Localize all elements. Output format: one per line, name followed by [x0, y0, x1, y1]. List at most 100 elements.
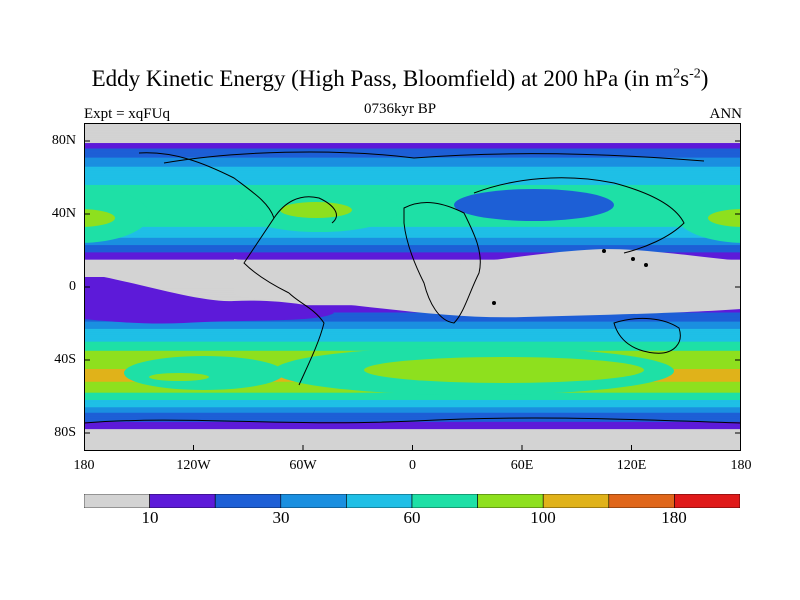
energy-band: [84, 177, 741, 181]
energy-band: [84, 226, 741, 230]
energy-band: [84, 126, 741, 130]
energy-band: [84, 248, 741, 252]
energy-band: [84, 266, 741, 270]
lon-tick-label: 120W: [176, 458, 211, 473]
energy-band: [84, 245, 741, 248]
energy-band: [84, 170, 741, 173]
energy-band: [84, 223, 741, 226]
energy-band: [84, 130, 741, 133]
north-pacific-max-wrap: [708, 209, 741, 227]
colorbar-swatch: [280, 494, 347, 508]
energy-band: [84, 150, 741, 153]
energy-band: [84, 137, 741, 140]
colorbar-label: 180: [661, 508, 687, 527]
energy-band: [84, 399, 741, 403]
energy-band: [84, 416, 741, 419]
energy-band: [84, 168, 741, 171]
energy-band: [84, 421, 741, 425]
chart-title: Eddy Kinetic Energy (High Pass, Bloomfie…: [91, 66, 709, 91]
energy-band: [84, 239, 741, 243]
energy-band: [84, 188, 741, 192]
colorbar-swatch: [411, 494, 478, 508]
energy-band: [84, 217, 741, 221]
lat-tick-label: 80N: [51, 133, 76, 148]
energy-band: [84, 432, 741, 436]
energy-band: [84, 339, 741, 343]
energy-band: [84, 155, 741, 159]
energy-band: [84, 441, 741, 445]
energy-band: [84, 179, 741, 182]
energy-band: [84, 409, 741, 412]
energy-band: [84, 430, 741, 434]
energy-band: [84, 234, 741, 237]
colorbar-swatch: [84, 494, 150, 508]
energy-band: [84, 410, 741, 414]
energy-band: [84, 343, 741, 346]
energy-band: [84, 172, 741, 175]
tropical-calm-zone: [234, 249, 741, 318]
energy-band: [84, 423, 741, 427]
energy-band: [84, 199, 741, 202]
energy-band: [84, 314, 741, 317]
energy-band: [84, 184, 741, 188]
energy-band: [84, 398, 741, 401]
storm-track-blobs: [84, 187, 741, 395]
energy-band: [84, 246, 741, 250]
energy-band: [84, 310, 741, 314]
energy-band: [84, 443, 741, 447]
energy-band: [84, 412, 741, 416]
lon-tick-label: 180: [730, 458, 752, 473]
north-pacific-track-wrap: [676, 187, 741, 243]
energy-band: [84, 174, 741, 177]
asia-weak-zone: [454, 189, 614, 221]
energy-band: [84, 128, 741, 131]
energy-band: [84, 429, 741, 432]
lon-tick-label: 0: [409, 458, 416, 473]
colorbar-swatch: [542, 494, 610, 508]
south-america-coast: [288, 292, 325, 386]
arctic-coast: [163, 151, 705, 164]
north-pacific-max: [84, 209, 115, 227]
energy-band: [84, 181, 741, 184]
energy-band: [84, 327, 741, 330]
energy-band: [84, 132, 741, 135]
energy-band: [84, 124, 741, 128]
energy-band: [84, 166, 741, 170]
colorbar-swatch: [149, 494, 216, 508]
energy-band: [84, 323, 741, 326]
energy-band: [84, 338, 741, 341]
energy-band: [84, 201, 741, 204]
energy-band: [84, 257, 741, 261]
colorbar-label: 10: [141, 508, 159, 527]
colorbar: [84, 494, 740, 508]
north-america-coast: [138, 152, 290, 294]
energy-band: [84, 135, 741, 139]
energy-band: [84, 243, 741, 246]
energy-band: [84, 123, 741, 126]
colorbar-swatch: [608, 494, 675, 508]
energy-band: [84, 321, 741, 325]
energy-band: [84, 427, 741, 430]
energy-band: [84, 210, 741, 213]
energy-band: [84, 164, 741, 168]
energy-band: [84, 319, 741, 323]
energy-band: [84, 396, 741, 399]
energy-band: [84, 195, 741, 199]
energy-band: [84, 212, 741, 215]
energy-band: [84, 254, 741, 257]
energy-band: [84, 148, 741, 151]
colorbar-swatch: [346, 494, 413, 508]
energy-band: [84, 261, 741, 264]
south-indian-max: [364, 357, 644, 383]
north-pacific-track: [84, 187, 149, 243]
energy-band: [84, 403, 741, 407]
energy-band: [84, 325, 741, 328]
energy-band: [84, 341, 741, 345]
energy-band: [84, 316, 741, 319]
energy-band: [84, 252, 741, 255]
energy-band: [84, 161, 741, 164]
energy-band: [84, 317, 741, 321]
energy-band: [84, 214, 741, 217]
island-dot: [602, 249, 606, 253]
lat-tick-label: 40N: [51, 206, 76, 221]
